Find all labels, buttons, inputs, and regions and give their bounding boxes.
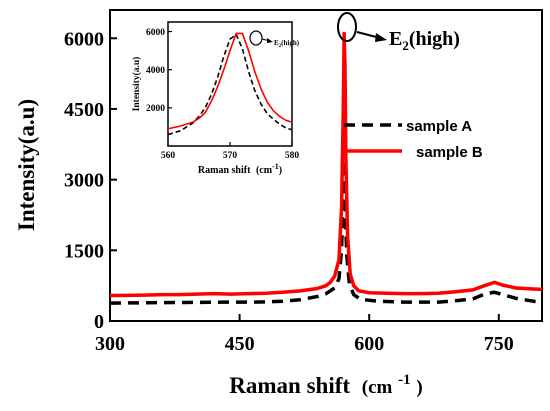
main-x-tick-label: 300 [95, 333, 125, 355]
x-axis-title-unit-exp: -1 [398, 372, 411, 388]
legend: sample A sample B [344, 118, 483, 161]
x-axis-title: Raman shift (cm -1 ) [229, 364, 422, 398]
main-x-tick-label: 450 [225, 333, 255, 355]
main-x-tick-label: 600 [354, 333, 384, 355]
inset-y-tick-label: 2000 [146, 104, 165, 114]
x-axis-title-unit-close: ) [416, 377, 422, 398]
inset-plot-frame [167, 21, 293, 147]
legend-label-sample-a: sample A [406, 118, 472, 135]
main-y-tick-label: 4500 [64, 99, 104, 121]
peak-highlight-ellipse [337, 12, 357, 42]
main-y-tick-label: 1500 [64, 240, 104, 262]
inset-y-tick-label: 6000 [146, 28, 165, 38]
main-x-tick-label: 750 [484, 333, 514, 355]
main-series-sample-b [110, 31, 542, 298]
main-y-tick-label: 3000 [64, 170, 104, 192]
inset-annotation-label: E2(high) [274, 39, 300, 49]
inset-chart: 560 570 580 2000 4000 6000 Intensity(a.u) Ram… [131, 21, 300, 176]
inset-annotation-arrowhead [267, 38, 273, 43]
inset-series-sample-b [167, 32, 293, 130]
y-axis-title: Intensity(a.u) [14, 99, 39, 231]
inset-x-axis-title: Raman shift (cm-1) [198, 162, 282, 176]
inset-y-axis-title: Intensity(a.u) [131, 57, 142, 112]
main-ticks: 300 450 600 750 0 1500 3000 4500 6000 [64, 28, 514, 355]
inset-y-tick-label: 4000 [146, 66, 165, 76]
inset-ticks: 560 570 580 2000 4000 6000 [146, 28, 299, 161]
inset-peak-ellipse [249, 30, 263, 46]
main-plot-frame [109, 9, 543, 322]
peak-annotation-arrowhead [375, 33, 387, 42]
main-y-tick-label: 6000 [64, 28, 104, 50]
inset-x-tick-label: 580 [285, 151, 300, 161]
main-curves [110, 31, 542, 305]
peak-annotation-label: E2(high) [389, 28, 460, 53]
main-series-sample-a [110, 149, 542, 305]
inset-x-tick-label: 560 [161, 151, 176, 161]
x-axis-title-unit: (cm [362, 377, 393, 398]
x-axis-title-main: Raman shift [229, 373, 350, 398]
legend-label-sample-b: sample B [416, 144, 483, 161]
inset-x-tick-label: 570 [223, 151, 238, 161]
inset-curves [167, 32, 293, 136]
main-y-tick-label: 0 [94, 311, 104, 333]
